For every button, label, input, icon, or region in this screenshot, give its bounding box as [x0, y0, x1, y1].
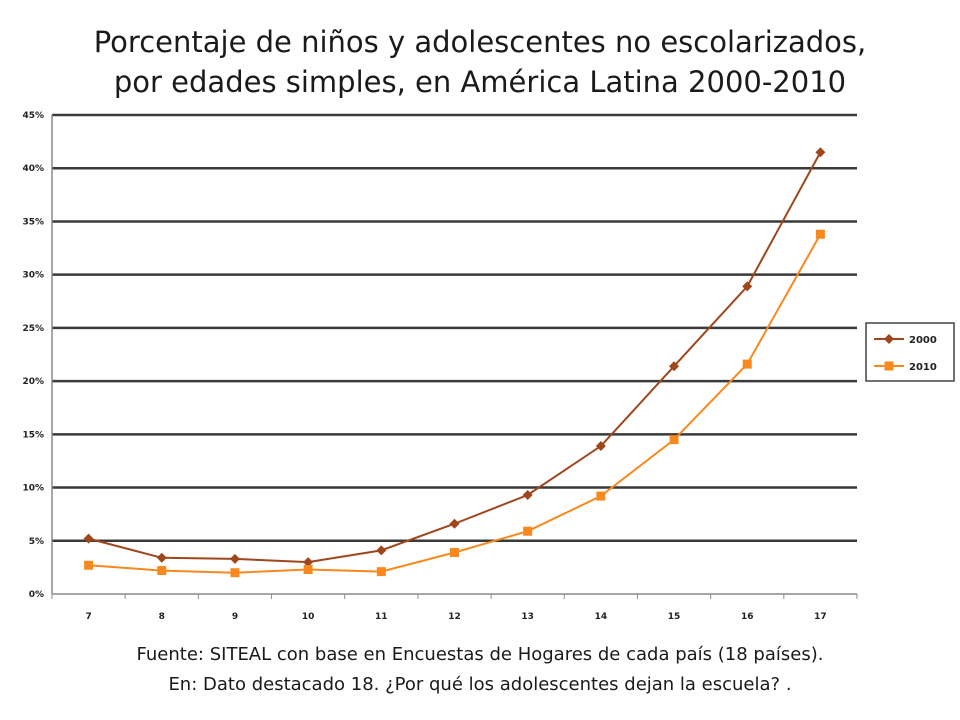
x-tick-label: 7	[85, 612, 91, 622]
axes	[51, 115, 858, 599]
y-tick-label: 15%	[22, 430, 44, 440]
series-2000	[83, 147, 826, 568]
data-point	[669, 361, 680, 372]
x-tick-label: 12	[448, 612, 461, 622]
x-tick-label: 13	[521, 612, 534, 622]
data-point	[303, 565, 313, 575]
x-tick-label: 8	[159, 612, 165, 622]
data-point	[449, 518, 460, 529]
y-tick-label: 5%	[29, 537, 44, 547]
data-point	[303, 557, 314, 568]
y-tick-label: 35%	[22, 217, 44, 227]
y-tick-label: 30%	[22, 271, 44, 281]
data-point	[815, 229, 825, 239]
series-line	[88, 151, 822, 564]
data-point	[230, 568, 240, 578]
data-point	[742, 359, 752, 369]
data-point	[884, 361, 894, 371]
data-point	[596, 491, 606, 501]
data-point	[229, 553, 240, 564]
x-tick-label: 17	[814, 612, 827, 622]
data-point	[157, 566, 167, 576]
data-point	[156, 552, 167, 563]
data-point	[376, 567, 386, 577]
data-point	[376, 545, 387, 556]
y-tick-label: 10%	[22, 484, 44, 494]
y-tick-label: 20%	[22, 377, 44, 387]
gridlines	[52, 113, 857, 543]
x-tick-label: 16	[741, 612, 754, 622]
x-tick-label: 14	[595, 612, 608, 622]
source-line-2: En: Dato destacado 18. ¿Por qué los adol…	[168, 674, 792, 695]
data-point	[884, 334, 894, 344]
data-point	[84, 560, 94, 570]
chart-title-line-1: Porcentaje de niños y adolescentes no es…	[93, 25, 867, 59]
y-tick-label: 0%	[29, 590, 44, 600]
data-point	[523, 526, 533, 536]
data-point	[450, 547, 459, 557]
y-tick-label: 40%	[22, 164, 44, 174]
y-tick-label: 25%	[22, 324, 44, 334]
data-point	[522, 490, 533, 501]
source-line-1: Fuente: SITEAL con base en Encuestas de …	[136, 644, 824, 665]
data-point	[595, 441, 606, 452]
data-point	[83, 533, 94, 544]
x-tick-label: 9	[232, 612, 238, 622]
chart-title: Porcentaje de niños y adolescentes no es…	[0, 22, 960, 102]
y-tick-labels: 0% 5% 10% 15% 20% 25% 30% 35% 40% 45%	[22, 111, 44, 600]
data-point	[742, 281, 753, 292]
legend-box	[865, 322, 955, 382]
data-point	[815, 147, 826, 158]
legend-label: 2010	[909, 362, 937, 373]
y-tick-label: 45%	[22, 111, 44, 121]
series	[83, 147, 826, 578]
source-note: Fuente: SITEAL con base en Encuestas de …	[0, 640, 960, 700]
x-tick-labels: 7 8 9 10 11 12 13 14 15 16 17	[85, 612, 826, 622]
x-tick-label: 11	[375, 612, 388, 622]
data-point	[669, 435, 679, 445]
chart-title-line-2: por edades simples, en América Latina 20…	[113, 65, 847, 99]
series-2010	[84, 229, 825, 578]
legend: 2000 2010	[865, 322, 955, 382]
x-tick-label: 10	[302, 612, 315, 622]
legend-label: 2000	[909, 335, 937, 346]
x-tick-label: 15	[668, 612, 681, 622]
